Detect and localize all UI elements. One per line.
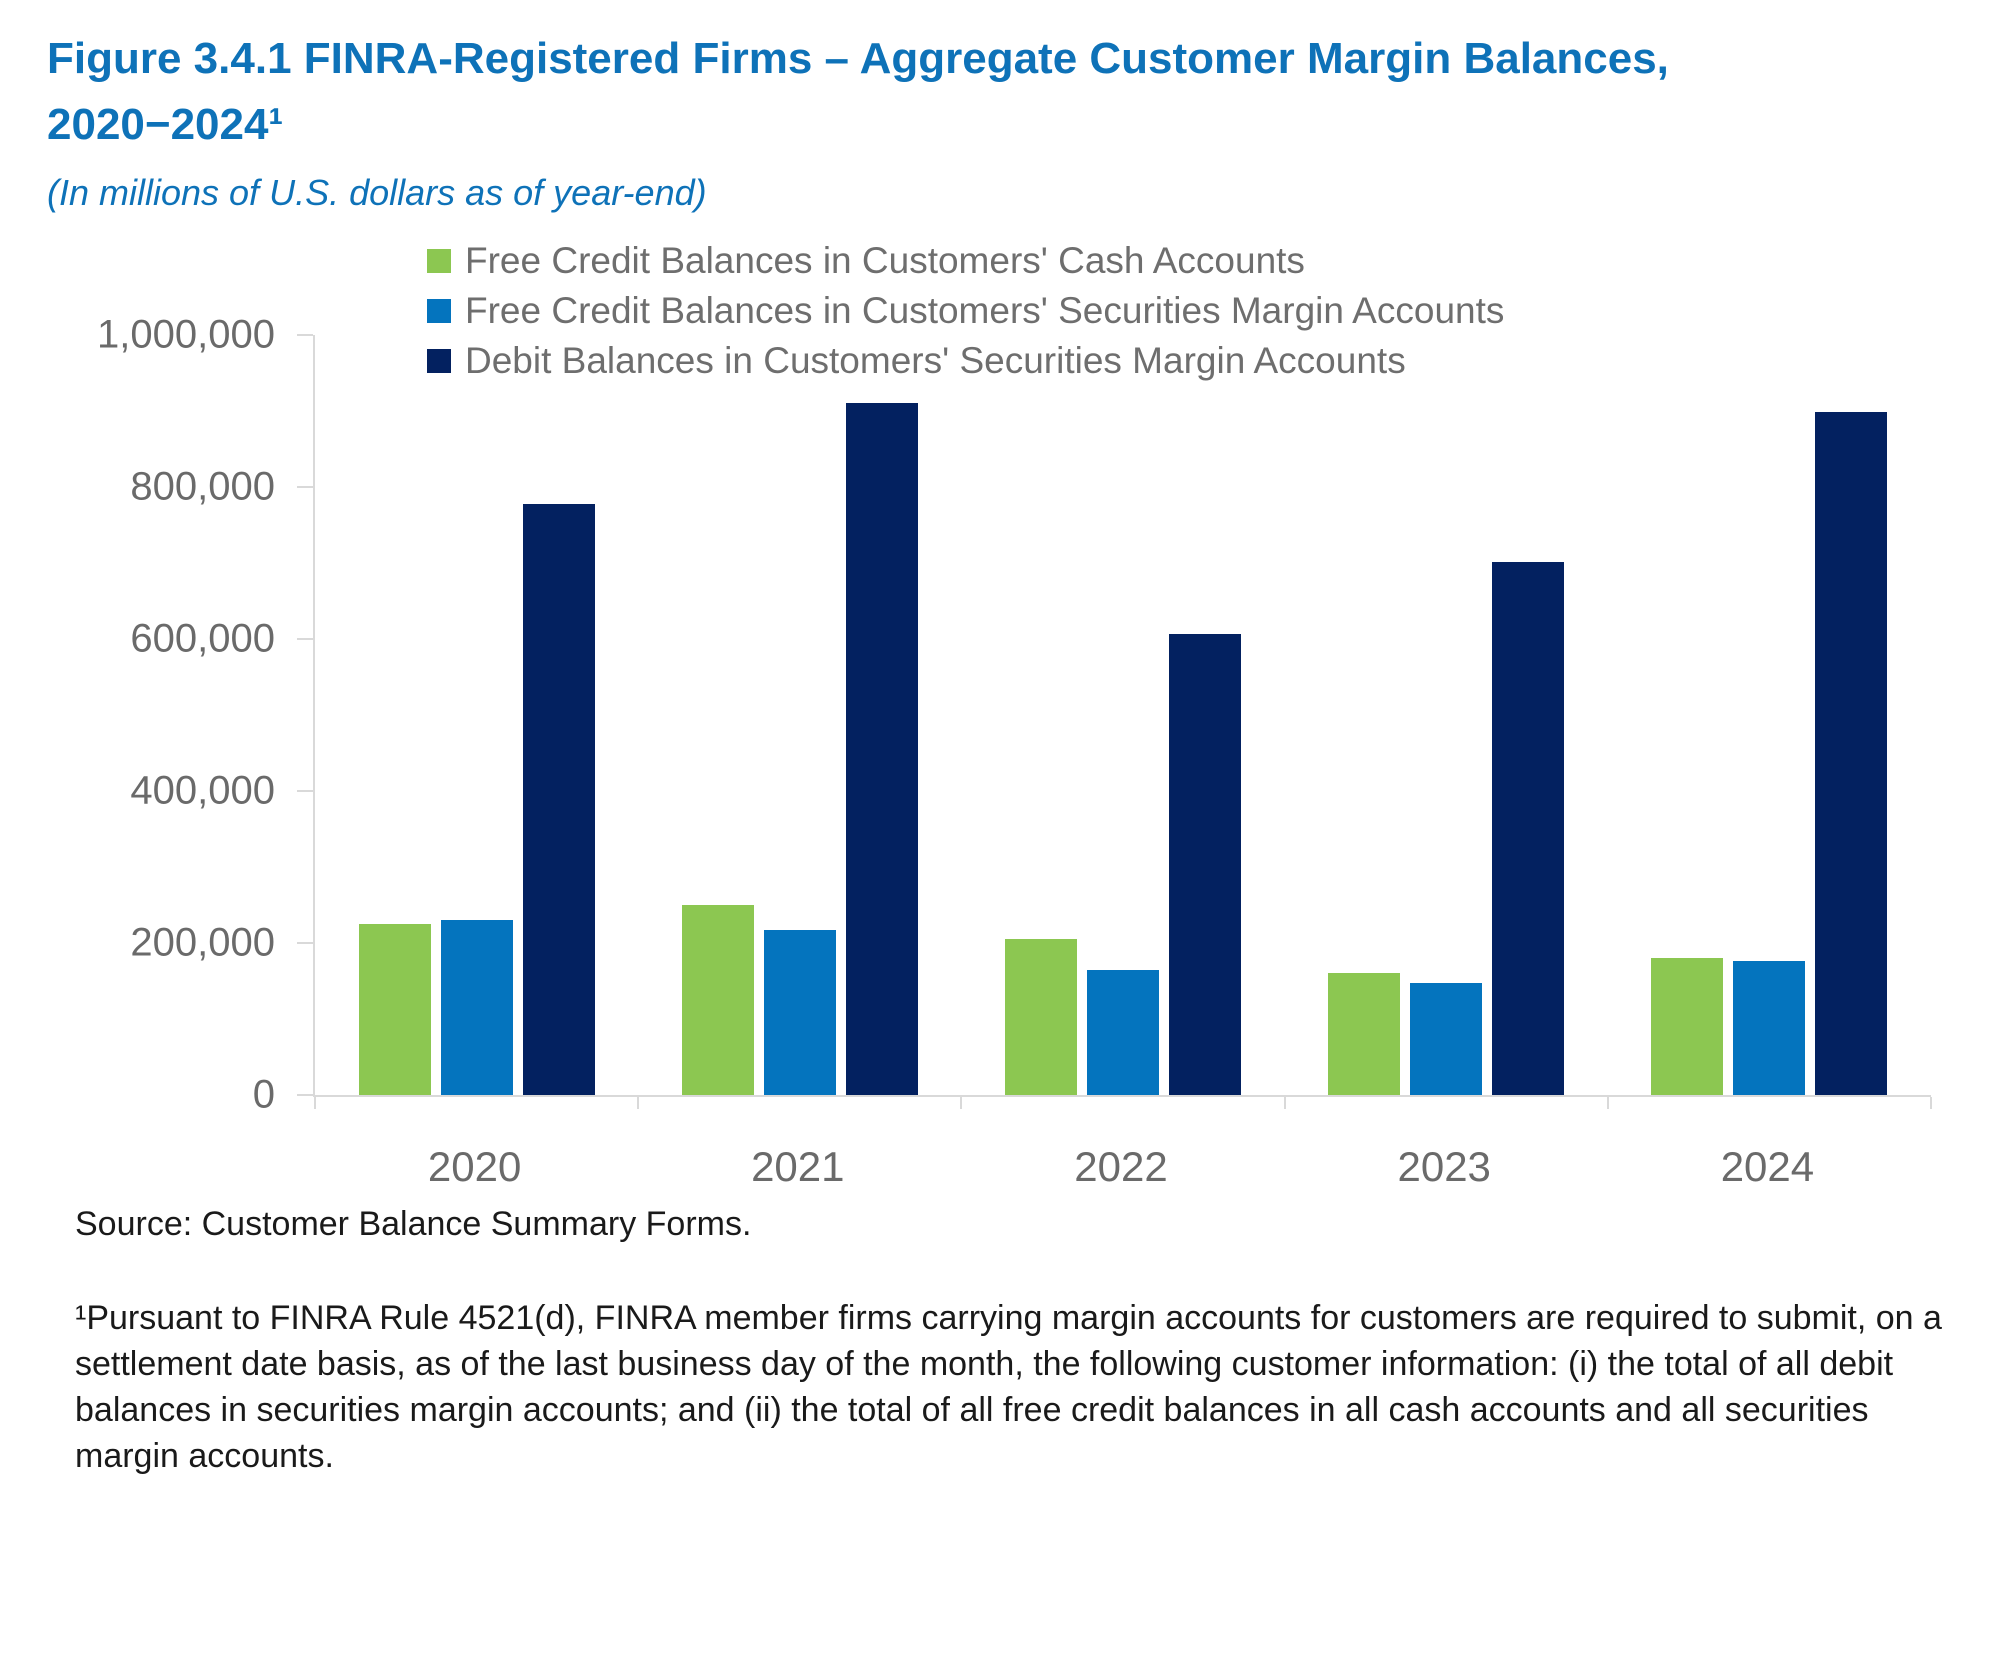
- y-axis-tick-label: 1,000,000: [97, 312, 275, 357]
- bar-group-2022: [961, 335, 1284, 1095]
- y-axis-labels: 0 200,000 400,000 600,000 800,000 1,000,000: [50, 313, 275, 1117]
- figure-title: Figure 3.4.1 FINRA-Registered Firms – Ag…: [47, 26, 1669, 158]
- source-note: Source: Customer Balance Summary Forms.: [75, 1205, 752, 1243]
- legend-label: Free Credit Balances in Customers' Secur…: [465, 290, 1505, 331]
- y-axis-tick-label: 600,000: [130, 616, 275, 661]
- x-tick-mark: [637, 1097, 640, 1109]
- bar-group-2020: [315, 335, 638, 1095]
- x-axis-label-2023: 2023: [1397, 1143, 1491, 1190]
- bar-group-2023: [1285, 335, 1608, 1095]
- footnote: ¹Pursuant to FINRA Rule 4521(d), FINRA m…: [75, 1299, 1942, 1475]
- bar: [1733, 961, 1806, 1095]
- bar: [1087, 969, 1159, 1095]
- figure-subtitle: (In millions of U.S. dollars as of year-…: [47, 172, 707, 213]
- y-axis-tick-label: 800,000: [130, 464, 275, 509]
- plot-area: [297, 334, 1932, 1109]
- y-tick-mark: [297, 790, 313, 792]
- x-tick-mark: [960, 1097, 963, 1109]
- bar: [1410, 982, 1483, 1095]
- y-tick-mark: [297, 486, 313, 488]
- legend-swatch-icon: [427, 299, 451, 323]
- bar: [522, 503, 595, 1095]
- bar: [1328, 973, 1401, 1095]
- y-axis-tick-label: 0: [252, 1072, 275, 1117]
- legend-item: Free Credit Balances in Customers' Secur…: [427, 290, 1504, 332]
- x-axis-label-2024: 2024: [1720, 1143, 1815, 1190]
- bar: [1169, 633, 1241, 1095]
- bar: [1651, 958, 1724, 1095]
- legend-label: Debit Balances in Customers' Securities …: [465, 340, 1406, 381]
- y-axis-tick-label: 200,000: [130, 920, 275, 965]
- legend-item: Free Credit Balances in Customers' Cash …: [427, 240, 1504, 282]
- x-tick-mark: [1606, 1097, 1609, 1109]
- bar-group-2021: [638, 335, 961, 1095]
- x-axis-label-2022: 2022: [1074, 1143, 1168, 1190]
- bar: [1815, 411, 1888, 1095]
- y-tick-mark: [297, 1094, 313, 1096]
- figure-title-line2: 2020−2024¹: [47, 100, 284, 149]
- y-tick-mark: [297, 942, 313, 944]
- legend-swatch-icon: [427, 349, 451, 373]
- y-tick-mark: [297, 334, 313, 336]
- x-axis-label-2020: 2020: [427, 1143, 522, 1190]
- legend-label: Free Credit Balances in Customers' Cash …: [465, 240, 1305, 281]
- x-axis-label-2021: 2021: [751, 1143, 845, 1190]
- bar: [1005, 939, 1077, 1095]
- bar: [763, 930, 836, 1095]
- bar-group-2024: [1608, 335, 1931, 1095]
- legend-swatch-icon: [427, 249, 451, 273]
- bar: [1492, 562, 1565, 1095]
- x-tick-mark: [314, 1097, 316, 1109]
- bar: [358, 924, 431, 1095]
- bar: [440, 920, 513, 1095]
- x-tick-mark: [1930, 1097, 1932, 1109]
- x-tick-mark: [1283, 1097, 1286, 1109]
- x-axis-labels: 2020 2021 2022 2023 2024: [313, 1143, 1929, 1191]
- y-tick-mark: [297, 638, 313, 640]
- bar: [845, 403, 918, 1095]
- chart-legend: Free Credit Balances in Customers' Cash …: [427, 240, 1504, 382]
- figure-title-line1: Figure 3.4.1 FINRA-Registered Firms – Ag…: [47, 34, 1669, 83]
- legend-item: Debit Balances in Customers' Securities …: [427, 340, 1504, 382]
- y-axis-tick-label: 400,000: [130, 768, 275, 813]
- bar: [681, 905, 754, 1095]
